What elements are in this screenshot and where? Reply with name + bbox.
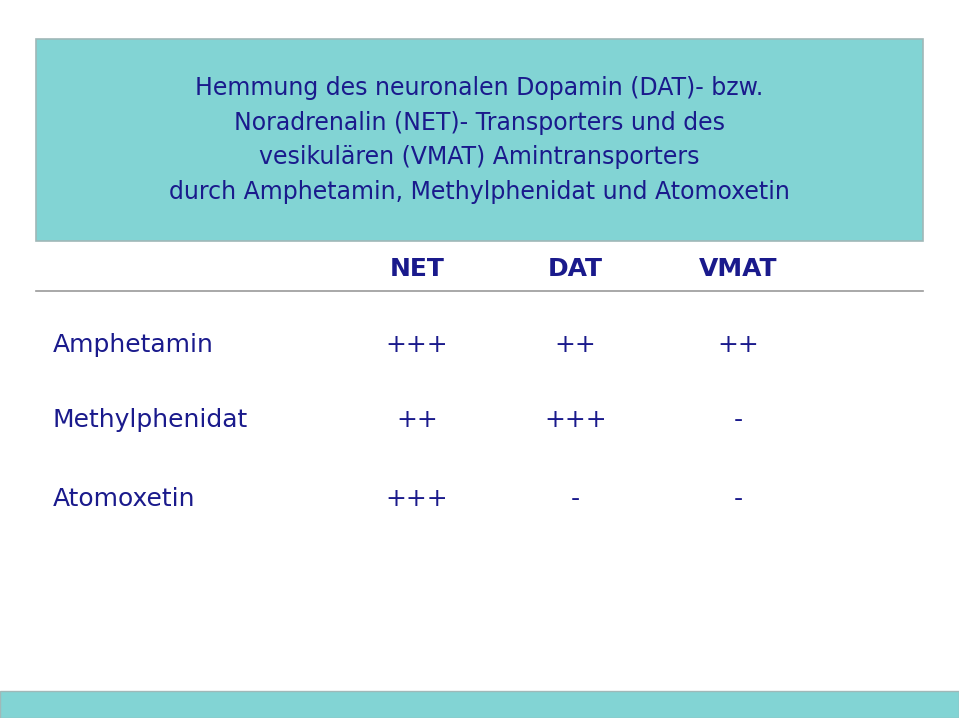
- FancyBboxPatch shape: [36, 39, 923, 241]
- Text: -: -: [571, 487, 580, 511]
- Text: VMAT: VMAT: [699, 257, 778, 281]
- Text: +++: +++: [386, 332, 449, 357]
- Text: NET: NET: [389, 257, 445, 281]
- Text: Hemmung des neuronalen Dopamin (DAT)- bzw.
Noradrenalin (NET)- Transporters und : Hemmung des neuronalen Dopamin (DAT)- bz…: [169, 76, 790, 204]
- Text: -: -: [734, 408, 743, 432]
- Text: DAT: DAT: [548, 257, 603, 281]
- Text: Methylphenidat: Methylphenidat: [53, 408, 248, 432]
- Text: +++: +++: [386, 487, 449, 511]
- Text: +++: +++: [544, 408, 607, 432]
- Text: Amphetamin: Amphetamin: [53, 332, 214, 357]
- FancyBboxPatch shape: [0, 691, 959, 718]
- Text: -: -: [734, 487, 743, 511]
- Text: ++: ++: [396, 408, 438, 432]
- Text: ++: ++: [717, 332, 760, 357]
- Text: ++: ++: [554, 332, 596, 357]
- Text: Atomoxetin: Atomoxetin: [53, 487, 196, 511]
